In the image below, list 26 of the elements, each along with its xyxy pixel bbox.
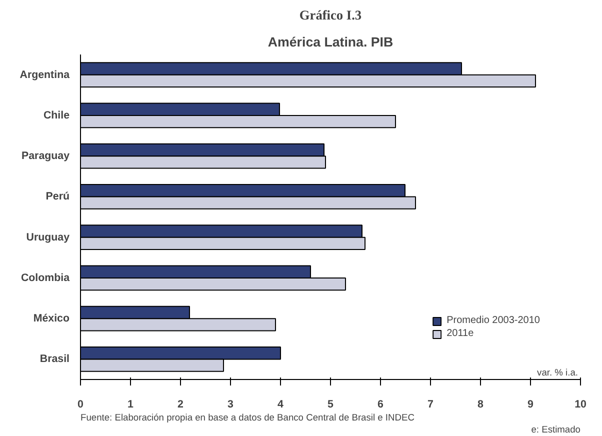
- x-tick-label: 6: [378, 398, 384, 410]
- x-tick-label: 10: [574, 398, 586, 410]
- x-tick-label: 4: [278, 398, 284, 410]
- x-tick-label: 0: [78, 398, 84, 410]
- x-tick-label: 2: [178, 398, 184, 410]
- y-tick-label: México: [33, 312, 70, 325]
- x-tick-label: 3: [228, 398, 234, 410]
- source-note: Fuente: Elaboración propia en base a datos de Banco Central de Brasil e INDEC: [80, 412, 415, 422]
- text: e: Estimado: [531, 424, 581, 434]
- legend-label: 2011e: [446, 328, 474, 339]
- chart-title: Gráfico I.3: [299, 8, 362, 22]
- y-tick-label: Argentina: [20, 68, 70, 81]
- x-tick-label: 9: [528, 398, 534, 410]
- y-tick-label: Colombia: [20, 272, 70, 284]
- x-tick-label: 1: [128, 398, 134, 410]
- y-tick-label: Perú: [46, 190, 70, 203]
- y-tick-label: Paraguay: [22, 150, 70, 162]
- y-tick-label: Brasil: [40, 353, 70, 366]
- y-tick-label: Uruguay: [26, 231, 70, 244]
- legend-label: Promedio 2003-2010: [446, 315, 540, 326]
- annotation: var. % i.a.: [537, 367, 578, 378]
- x-tick-label: 5: [328, 398, 334, 410]
- y-tick-label: Chile: [43, 109, 70, 122]
- x-tick-label: 8: [478, 398, 484, 410]
- chart-subtitle: América Latina. PIB: [268, 34, 394, 50]
- x-tick-label: 7: [428, 398, 434, 410]
